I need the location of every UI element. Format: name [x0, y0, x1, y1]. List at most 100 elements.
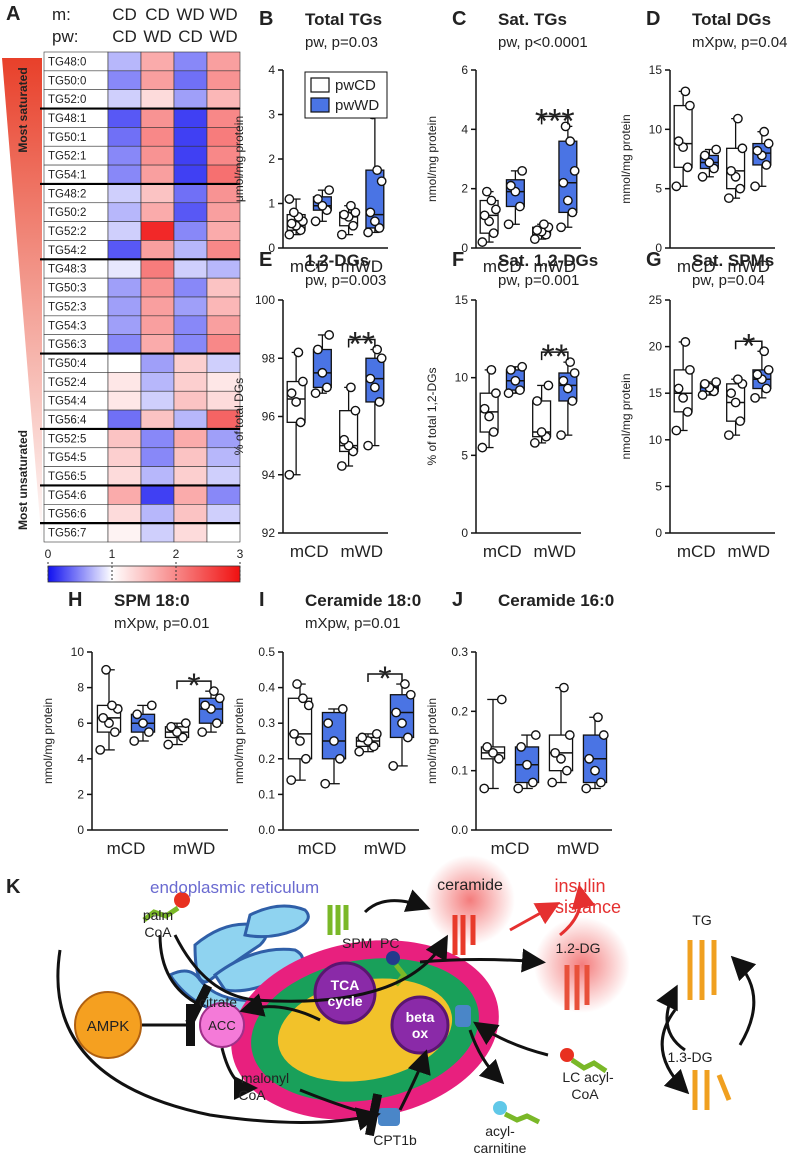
- row-label: TG52:3: [48, 301, 86, 313]
- heat-cell: [206, 51, 241, 72]
- data-point: [177, 732, 188, 743]
- row-label: TG50:4: [48, 358, 87, 370]
- x-tick-label: mWD: [557, 839, 599, 858]
- column-header: CD: [112, 27, 137, 46]
- data-point: [479, 403, 490, 414]
- panel-label: A: [6, 3, 20, 25]
- red-arrow: [559, 884, 596, 937]
- heat-cell: [140, 277, 175, 298]
- data-point: [565, 136, 576, 147]
- heat-cell: [107, 428, 142, 449]
- data-point: [288, 207, 299, 218]
- heat-cell: [140, 353, 175, 373]
- heat-cell: [206, 202, 241, 222]
- y-tick-label: 0: [268, 241, 275, 255]
- heat-cell: [140, 202, 175, 222]
- heat-cell: [107, 70, 142, 90]
- heat-cell: [140, 372, 175, 392]
- data-point: [365, 207, 376, 218]
- data-point: [685, 364, 695, 375]
- data-point: [146, 700, 157, 711]
- column-header: WD: [209, 27, 237, 46]
- heat-cell: [107, 164, 142, 185]
- y-tick-label: 0: [461, 241, 468, 255]
- x-tick-label: mWD: [728, 257, 770, 276]
- data-point: [104, 718, 114, 729]
- row-label: TG52:1: [48, 151, 86, 163]
- data-point: [699, 378, 710, 389]
- row-label: TG54:5: [48, 452, 86, 464]
- heat-cell: [206, 353, 241, 373]
- row-label: TG50:0: [48, 75, 86, 87]
- side-label: Most saturated: [16, 67, 30, 152]
- panel-label: I: [259, 589, 265, 611]
- data-point: [481, 186, 492, 197]
- data-point: [374, 397, 385, 407]
- heat-cell: [173, 428, 208, 449]
- arrows: [56, 889, 757, 1137]
- heat-cell: [206, 522, 241, 543]
- data-point: [752, 369, 763, 380]
- data-point: [556, 430, 566, 441]
- heat-cell: [107, 447, 142, 467]
- row-label: TG52:4: [48, 377, 87, 389]
- data-point: [397, 718, 407, 729]
- insulin-resistance-label: insulin resistance: [539, 876, 621, 917]
- y-tick-label: 0.2: [258, 752, 275, 766]
- data-point: [704, 157, 715, 168]
- colorbar: [47, 565, 241, 583]
- data-point: [166, 721, 177, 732]
- chart-title: Sat. 1,2-DGs: [498, 251, 598, 270]
- x-tick-label: mCD: [107, 839, 146, 858]
- y-tick-label: 20: [649, 340, 663, 354]
- data-point: [129, 736, 140, 746]
- data-point: [735, 183, 746, 194]
- data-point: [354, 746, 365, 757]
- y-axis-label: % of total 1,2-DGs: [425, 367, 439, 465]
- data-point: [292, 679, 302, 689]
- y-tick-label: 0: [461, 526, 468, 540]
- data-point: [405, 689, 416, 700]
- panel-label: C: [452, 8, 466, 30]
- data-point: [284, 194, 295, 204]
- data-point: [488, 747, 498, 758]
- ampk-label: AMPK: [87, 1018, 130, 1035]
- heat-cell: [107, 372, 142, 392]
- heat-cell: [173, 277, 208, 298]
- acylcarnitine-label: acyl-carnitine: [474, 1123, 527, 1156]
- data-point: [538, 219, 549, 230]
- heat-cell: [173, 108, 208, 128]
- chart-title: Sat. TGs: [498, 10, 567, 29]
- heat-cell: [107, 296, 142, 317]
- data-point: [567, 396, 578, 406]
- heat-cell: [206, 334, 241, 354]
- data-point: [317, 367, 328, 378]
- chart-subtitle: pw, p=0.03: [305, 34, 378, 51]
- y-tick-label: 15: [649, 386, 663, 400]
- heat-cell: [173, 240, 208, 260]
- data-point: [598, 730, 609, 740]
- data-point: [348, 220, 359, 231]
- data-point: [673, 136, 684, 147]
- column-header: WD: [143, 27, 171, 46]
- significance-bracket: [540, 351, 569, 361]
- column-header: CD: [145, 5, 170, 24]
- heat-cell: [140, 315, 175, 335]
- data-point: [334, 753, 345, 764]
- data-point: [673, 383, 684, 394]
- column-header: WD: [176, 5, 204, 24]
- data-point: [496, 694, 507, 705]
- x-tick-label: mCD: [290, 542, 329, 561]
- data-point: [402, 732, 413, 743]
- row-label: TG54:4: [48, 396, 87, 408]
- y-tick-label: 0.0: [258, 823, 275, 837]
- panel-label: F: [452, 249, 464, 271]
- data-point: [503, 219, 514, 230]
- data-point: [735, 416, 746, 427]
- y-axis-label: nmol/mg protein: [232, 698, 246, 784]
- heat-cell: [107, 485, 142, 505]
- data-point: [732, 113, 743, 124]
- data-point: [363, 440, 373, 451]
- significance-bracket: [734, 340, 763, 350]
